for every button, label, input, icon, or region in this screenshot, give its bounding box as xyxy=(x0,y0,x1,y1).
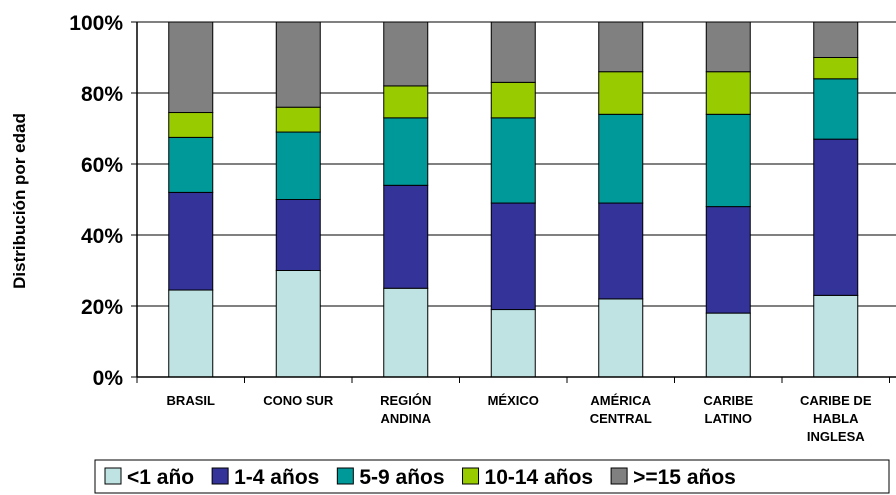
y-tick-label: 100% xyxy=(69,12,123,35)
category-labels: BRASIL CONO SUR REGIÓN ANDINA MÉXICO AMÉRICA C… xyxy=(167,393,872,444)
legend-item: 1-4 años xyxy=(211,466,319,489)
bar-segment xyxy=(813,21,859,58)
bar-segment xyxy=(598,71,644,115)
bar-segment xyxy=(705,312,751,378)
bar-segment xyxy=(705,71,751,115)
bar-segment xyxy=(598,113,644,204)
y-tick-labels: 0% 20% 40% 60% 80% 100% xyxy=(69,12,123,390)
bar-segment xyxy=(813,57,859,80)
legend-swatch xyxy=(462,467,480,485)
legend-label: >=15 años xyxy=(633,466,736,489)
bar-stack xyxy=(383,21,429,378)
bar-segment xyxy=(275,199,321,271)
bar-segment xyxy=(275,106,321,133)
bar-segment xyxy=(490,117,536,204)
bar-stack xyxy=(275,21,321,378)
bar-segment xyxy=(598,202,644,300)
category-label: CONO SUR xyxy=(263,393,334,408)
bar-segment xyxy=(813,78,859,140)
legend-label: 10-14 años xyxy=(485,466,594,489)
legend-swatch xyxy=(610,467,628,485)
bar-stack xyxy=(598,21,644,378)
bar-segment xyxy=(275,131,321,200)
category-label: AMÉRICA CENTRAL xyxy=(590,393,652,426)
bar-segment xyxy=(168,21,214,114)
bar-segment xyxy=(383,85,429,119)
bar-segment xyxy=(383,21,429,87)
bar-stack xyxy=(168,21,214,378)
legend-item: 5-9 años xyxy=(336,466,445,489)
bar-segment xyxy=(490,81,536,119)
legend: <1 año 1-4 años 5-9 años 10-14 años >=15 año… xyxy=(94,459,890,494)
category-label: MÉXICO xyxy=(488,393,539,408)
bar-segment xyxy=(275,270,321,378)
bar-segment xyxy=(490,202,536,311)
category-label: CARIBE DE HABLA INGLESA xyxy=(800,393,872,444)
bar-segment xyxy=(168,136,214,193)
bar-stack xyxy=(490,21,536,378)
legend-swatch xyxy=(336,467,354,485)
legend-label: 5-9 años xyxy=(359,466,444,489)
y-tick-label: 80% xyxy=(81,83,123,106)
y-axis-label: Distribución por edad xyxy=(10,113,29,289)
y-tick-label: 20% xyxy=(81,296,123,319)
y-tick-label: 60% xyxy=(81,154,123,177)
legend-item: 10-14 años xyxy=(462,466,594,489)
bar-segment xyxy=(168,191,214,291)
bar-segment xyxy=(275,21,321,108)
legend-item: >=15 años xyxy=(610,466,736,489)
bar-segment xyxy=(705,206,751,314)
bar-stack xyxy=(705,21,751,378)
legend-swatch xyxy=(211,467,229,485)
bars xyxy=(168,21,859,378)
bar-segment xyxy=(598,298,644,378)
bar-segment xyxy=(705,21,751,73)
bar-segment xyxy=(168,112,214,138)
axes xyxy=(136,22,896,383)
legend-item: <1 año xyxy=(104,466,194,489)
category-label: CARIBE LATINO xyxy=(703,393,753,426)
bar-segment xyxy=(813,294,859,378)
legend-swatch xyxy=(104,467,122,485)
bar-segment xyxy=(705,113,751,208)
bar-segment xyxy=(813,138,859,296)
y-tick-label: 0% xyxy=(93,367,124,390)
category-label: REGIÓN ANDINA xyxy=(380,393,432,426)
category-label: BRASIL xyxy=(167,393,215,408)
bar-segment xyxy=(490,309,536,378)
bar-segment xyxy=(383,184,429,289)
y-tick-label: 40% xyxy=(81,225,123,248)
bar-segment xyxy=(168,289,214,378)
bar-segment xyxy=(598,21,644,73)
bar-segment xyxy=(383,287,429,378)
bar-segment xyxy=(383,117,429,186)
bar-stack xyxy=(813,21,859,378)
bar-segment xyxy=(490,21,536,83)
legend-label: <1 año xyxy=(127,466,194,489)
legend-label: 1-4 años xyxy=(234,466,319,489)
